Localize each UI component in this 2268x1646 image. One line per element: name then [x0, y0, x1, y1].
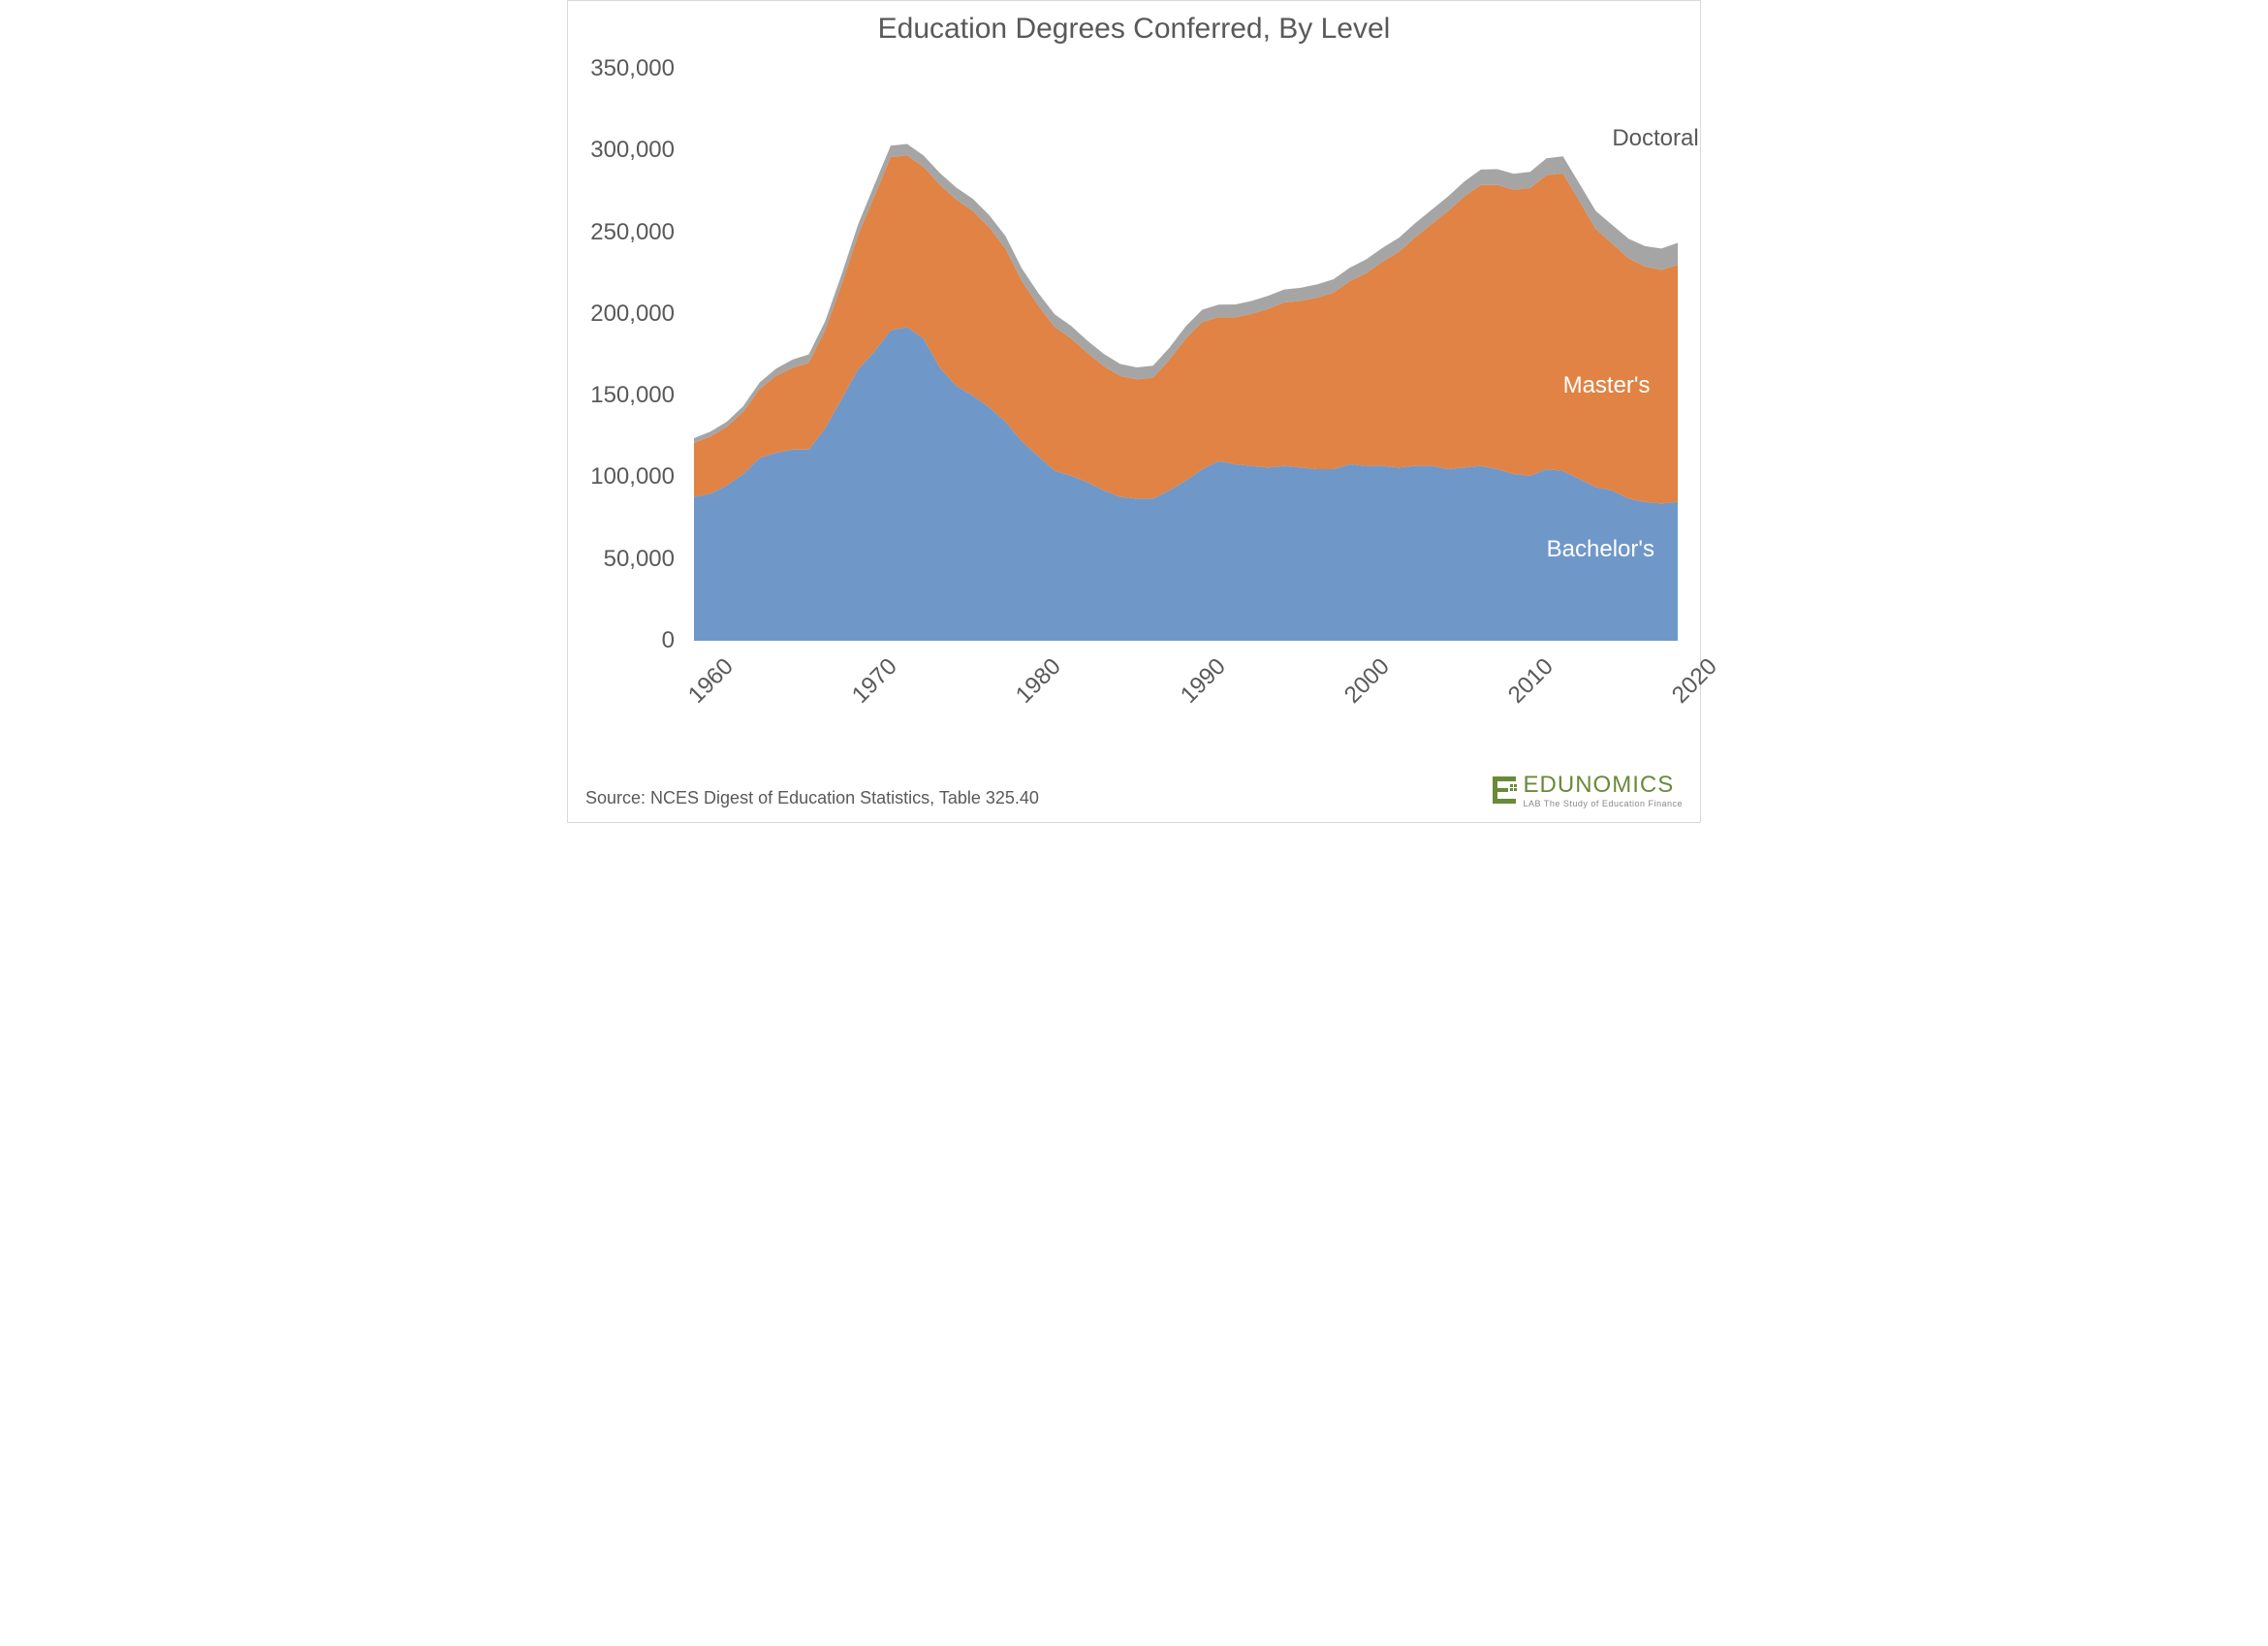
x-tick-label: 1970: [847, 653, 903, 710]
plot-area: Bachelor'sMaster'sDoctoral: [694, 69, 1678, 641]
logo-lab: LAB: [1524, 799, 1542, 808]
x-tick-label: 1960: [683, 653, 740, 710]
chart-title: Education Degrees Conferred, By Level: [568, 13, 1700, 46]
y-tick-label: 200,000: [568, 301, 675, 328]
x-tick-label: 2020: [1667, 653, 1723, 710]
y-axis: 050,000100,000150,000200,000250,000300,0…: [568, 69, 684, 641]
logo-text: EDUNOMICS LAB The Study of Education Fin…: [1524, 772, 1683, 808]
logo-tagline: The Study of Education Finance: [1544, 799, 1683, 808]
x-tick-label: 1980: [1011, 653, 1067, 710]
x-tick-label: 2010: [1503, 653, 1559, 710]
y-tick-label: 150,000: [568, 382, 675, 409]
y-tick-label: 100,000: [568, 463, 675, 491]
logo-icon: [1491, 775, 1518, 806]
y-tick-label: 350,000: [568, 55, 675, 82]
y-tick-label: 0: [568, 627, 675, 654]
edunomics-logo: EDUNOMICS LAB The Study of Education Fin…: [1491, 772, 1683, 808]
x-axis: 1960197019801990200020102020: [694, 646, 1678, 713]
logo-brand: EDUNOMICS: [1524, 772, 1675, 798]
area-svg: [694, 69, 1678, 641]
x-tick-label: 1990: [1175, 653, 1231, 710]
chart-frame: Education Degrees Conferred, By Level 0 5…: [567, 0, 1701, 823]
y-tick-label: 300,000: [568, 137, 675, 164]
y-tick-label: 50,000: [568, 546, 675, 573]
y-tick-label: 250,000: [568, 219, 675, 246]
x-tick-label: 2000: [1339, 653, 1396, 710]
source-line: Source: NCES Digest of Education Statist…: [585, 788, 1039, 808]
